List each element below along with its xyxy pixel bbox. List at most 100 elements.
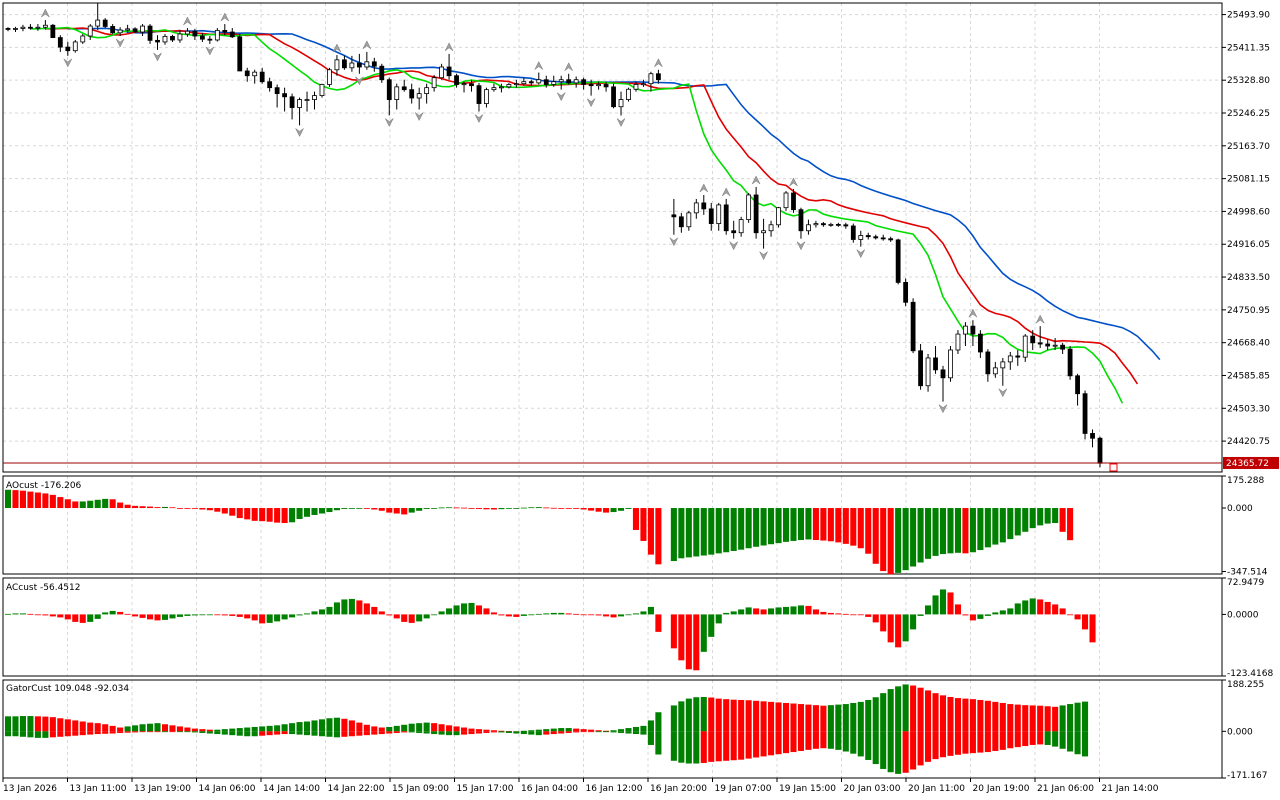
- gator-lower-bar: [57, 731, 64, 737]
- y-tick-label: 24503.30: [1227, 404, 1270, 414]
- gator-lower-bar: [289, 731, 296, 735]
- ao-bar: [925, 508, 932, 559]
- candle: [925, 353, 931, 392]
- ac-bar: [102, 612, 109, 615]
- candle-body: [207, 38, 213, 41]
- ao-bar: [1037, 508, 1044, 526]
- ao-bar: [723, 508, 730, 553]
- ac-bar: [917, 614, 924, 616]
- ac-bar: [895, 614, 902, 648]
- gator-lower-bar: [730, 731, 737, 761]
- ac-bar: [446, 608, 453, 615]
- candle-body: [446, 66, 452, 77]
- candle-body: [588, 84, 594, 87]
- gator-upper-bar: [738, 699, 745, 732]
- ac-bar: [992, 612, 999, 615]
- ac-bar: [64, 614, 71, 620]
- candle: [454, 73, 459, 88]
- ao-bar: [902, 508, 909, 571]
- ac-indicator-panel[interactable]: [4, 589, 1096, 671]
- ao-bar: [124, 504, 131, 509]
- gator-lower-bar: [640, 731, 647, 735]
- ao-bar: [214, 508, 221, 512]
- panel-frame-ao: [2, 475, 1223, 575]
- candle-body: [57, 37, 63, 48]
- x-tick-label: 21 Jan 06:00: [1037, 784, 1094, 794]
- ac-bar: [176, 614, 183, 617]
- gator-upper-bar: [760, 701, 767, 732]
- candle: [319, 83, 325, 98]
- candle-body: [581, 79, 587, 85]
- x-tick-label: 13 Jan 2026: [3, 784, 57, 794]
- ac-bar: [550, 612, 557, 615]
- gator-upper-bar: [386, 726, 393, 732]
- gator-lower-bar: [161, 731, 169, 733]
- x-tick-label: 16 Jan 20:00: [650, 784, 707, 794]
- candle: [588, 79, 594, 96]
- candle: [708, 202, 714, 231]
- gator-lower-bar: [647, 731, 654, 745]
- ac-bar: [1022, 600, 1029, 615]
- gator-indicator-panel[interactable]: [4, 684, 1089, 774]
- gator-lower-bar: [738, 731, 745, 760]
- gator-lower-bar: [595, 731, 602, 733]
- ao-indicator-panel[interactable]: [4, 489, 1074, 575]
- candle-body: [528, 81, 534, 84]
- gator-lower-bar: [685, 731, 692, 764]
- gator-lower-bar: [932, 731, 939, 760]
- candle: [50, 24, 56, 38]
- gator-upper-bar: [812, 705, 819, 732]
- y-tick-label: 24420.75: [1227, 437, 1270, 447]
- candle: [222, 24, 228, 36]
- candle-body: [820, 223, 826, 226]
- gator-lower-bar: [296, 731, 303, 735]
- candle: [439, 63, 445, 80]
- ao-bar: [573, 508, 580, 509]
- ao-bar: [610, 508, 617, 513]
- candle-body: [1082, 393, 1088, 434]
- gator-upper-bar: [700, 696, 707, 732]
- ao-bar: [947, 508, 954, 554]
- ac-bar: [483, 608, 490, 615]
- ao-bar: [4, 489, 12, 509]
- ao-bar: [977, 508, 984, 551]
- candle: [596, 81, 601, 90]
- gator-upper-bar: [446, 725, 453, 732]
- gator-y-tick-label: 188.255: [1227, 680, 1264, 690]
- ao-bar: [625, 508, 632, 509]
- ao-bar: [595, 508, 602, 512]
- gator-lower-bar: [617, 731, 625, 733]
- candle-body: [297, 99, 302, 108]
- candle: [42, 20, 48, 30]
- gator-upper-bar: [842, 704, 849, 732]
- candle: [948, 346, 953, 382]
- main-price-panel[interactable]: 24365.72: [3, 0, 1279, 472]
- ac-bar: [139, 614, 146, 618]
- ac-bar: [543, 613, 550, 615]
- gator-lower-bar: [191, 731, 198, 733]
- candle-body: [267, 81, 273, 89]
- gator-lower-bar: [947, 731, 954, 756]
- gator-upper-bar: [820, 705, 827, 732]
- candle: [970, 320, 976, 347]
- candle: [633, 81, 639, 92]
- ac-bar: [984, 614, 991, 616]
- ac-bar: [72, 614, 79, 622]
- ao-bar: [558, 508, 565, 509]
- ac-bar: [805, 605, 812, 615]
- gator-upper-bar: [72, 720, 79, 732]
- x-tick-label: 20 Jan 03:00: [844, 784, 901, 794]
- candle-body: [237, 36, 243, 72]
- ac-bar: [214, 614, 221, 616]
- ac-bar: [341, 599, 348, 615]
- ac-bar: [812, 609, 819, 615]
- gator-lower-bar: [857, 731, 864, 757]
- candle-body: [371, 61, 377, 67]
- candle: [394, 83, 400, 110]
- candle: [244, 67, 250, 82]
- gator-lower-bar: [543, 731, 550, 735]
- candle: [274, 84, 280, 108]
- fractal-down-marker: [759, 251, 768, 261]
- candle: [865, 232, 871, 240]
